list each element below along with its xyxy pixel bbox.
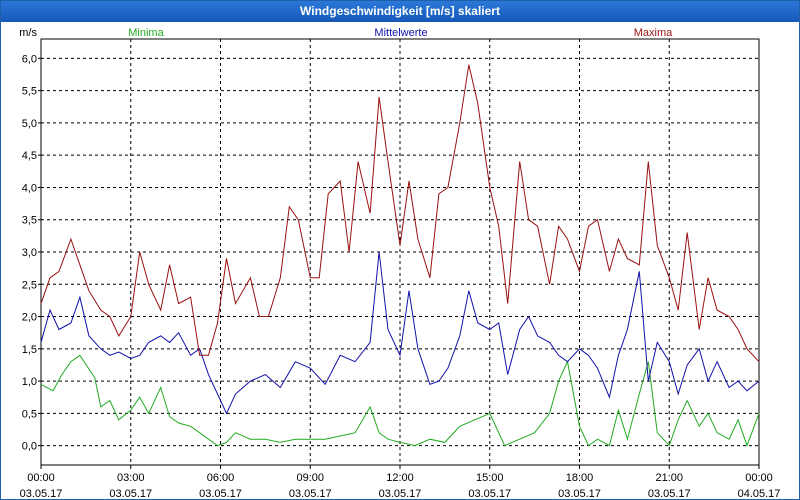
y-tick-label: 1,5 xyxy=(22,344,37,356)
series-line-mean xyxy=(40,251,760,415)
axes: 0,0 0,5 1,0 1,5 2,0 2,5 3,0 3,5 4,0 4,5 5,0 5,5 6,0 m… xyxy=(19,27,780,499)
x-tick-time-label: 12:00 xyxy=(386,472,414,484)
y-tick-label: 4,0 xyxy=(22,182,37,194)
series-line-min xyxy=(40,354,760,448)
title-bar: Windgeschwindigkeit [m/s] skaliert xyxy=(1,1,799,22)
x-tick-date-label: 03.05.17 xyxy=(109,488,152,499)
x-tick-date-label: 03.05.17 xyxy=(379,488,422,499)
legend-mean: Mittelwerte xyxy=(374,27,427,39)
legend: Minima Mittelwerte Maxima xyxy=(128,27,673,39)
x-tick-time-label: 03:00 xyxy=(117,472,145,484)
x-tick-date-label: 03.05.17 xyxy=(558,488,601,499)
x-tick-date-label: 03.05.17 xyxy=(199,488,242,499)
y-tick-label: 0,5 xyxy=(22,408,37,420)
x-tick-time-label: 18:00 xyxy=(566,472,594,484)
y-tick-label: 5,5 xyxy=(22,86,37,98)
x-tick-time-label: 06:00 xyxy=(207,472,235,484)
y-tick-label: 6,0 xyxy=(22,53,37,65)
grid xyxy=(41,39,759,465)
series xyxy=(40,64,760,448)
y-tick-label: 5,0 xyxy=(22,118,37,130)
y-tick-label: 1,0 xyxy=(22,376,37,388)
y-tick-label: 3,0 xyxy=(22,247,37,259)
y-tick-label: 2,5 xyxy=(22,279,37,291)
y-tick-label: 3,5 xyxy=(22,215,37,227)
x-tick-date-label: 03.05.17 xyxy=(20,488,63,499)
chart-svg: 0,0 0,5 1,0 1,5 2,0 2,5 3,0 3,5 4,0 4,5 5,0 5,5 6,0 m… xyxy=(19,27,780,499)
x-tick-date-label: 04.05.17 xyxy=(738,488,781,499)
x-tick-time-label: 00:00 xyxy=(745,472,773,484)
y-tick-label: 0,0 xyxy=(22,441,37,453)
x-tick-time-label: 09:00 xyxy=(296,472,324,484)
y-tick-label: 2,0 xyxy=(22,312,37,324)
legend-min: Minima xyxy=(128,27,164,39)
y-axis-label: m/s xyxy=(19,27,37,39)
legend-max: Maxima xyxy=(634,27,673,39)
y-tick-label: 4,5 xyxy=(22,150,37,162)
x-tick-time-label: 15:00 xyxy=(476,472,504,484)
x-tick-time-label: 00:00 xyxy=(27,472,55,484)
x-tick-time-label: 21:00 xyxy=(655,472,683,484)
x-tick-date-label: 03.05.17 xyxy=(648,488,691,499)
x-tick-date-label: 03.05.17 xyxy=(468,488,511,499)
series-line-max xyxy=(40,64,760,363)
x-tick-date-label: 03.05.17 xyxy=(289,488,332,499)
